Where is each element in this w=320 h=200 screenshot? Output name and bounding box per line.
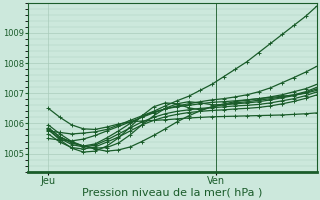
X-axis label: Pression niveau de la mer( hPa ): Pression niveau de la mer( hPa ) xyxy=(83,187,263,197)
